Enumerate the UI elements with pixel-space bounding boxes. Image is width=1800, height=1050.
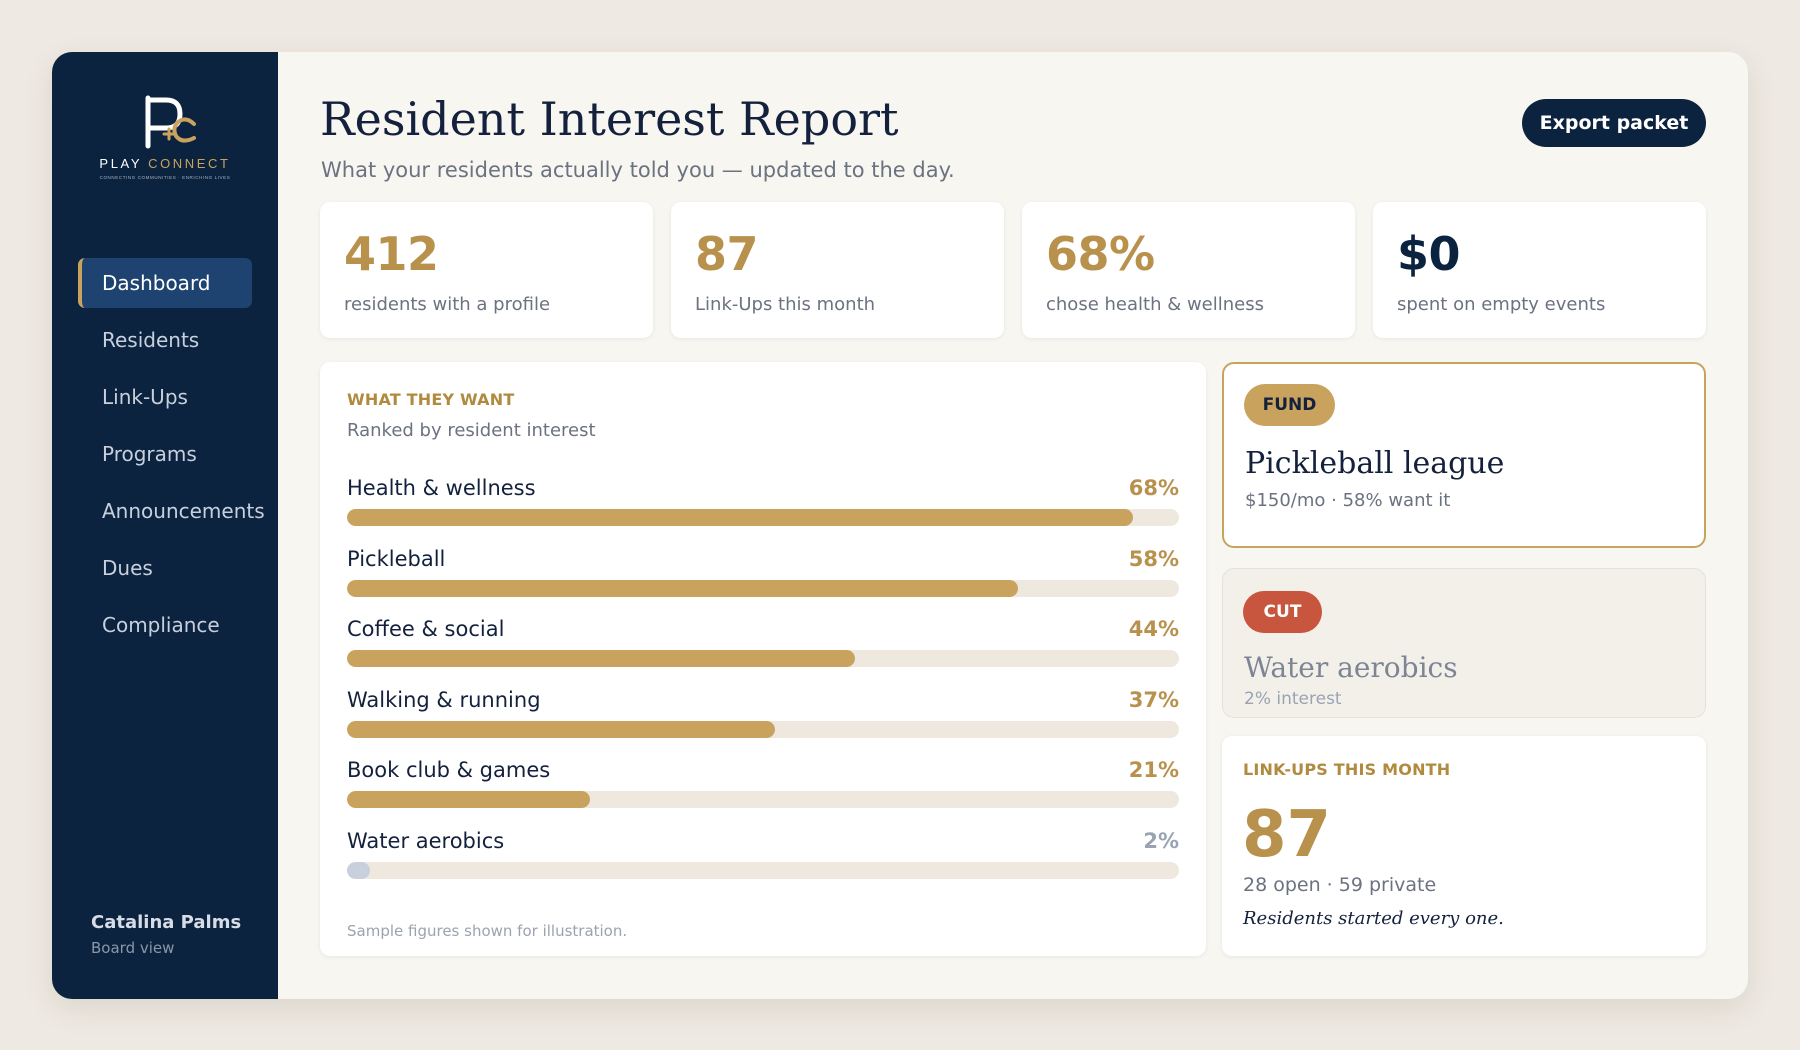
sidebar: PLAY CONNECT CONNECTING COMMUNITIES · EN… bbox=[52, 52, 278, 999]
sidebar-item-compliance[interactable]: Compliance bbox=[102, 613, 220, 637]
interest-bar-track bbox=[347, 580, 1179, 597]
interest-row: Walking & running 37% bbox=[347, 688, 1179, 743]
app-window: PLAY CONNECT CONNECTING COMMUNITIES · EN… bbox=[52, 52, 1748, 999]
kpi-card-link-ups: 87 Link-Ups this month bbox=[671, 202, 1004, 338]
cut-badge: CUT bbox=[1243, 591, 1322, 633]
interest-percent: 68% bbox=[1128, 476, 1179, 500]
interest-bar-fill bbox=[347, 862, 371, 879]
interest-label: Water aerobics bbox=[347, 829, 505, 853]
sidebar-item-announcements[interactable]: Announcements bbox=[102, 499, 265, 523]
interest-bar-fill bbox=[347, 721, 775, 738]
interest-row: Book club & games 21% bbox=[347, 758, 1179, 813]
kpi-label: Link-Ups this month bbox=[695, 294, 876, 315]
interest-label: Book club & games bbox=[347, 758, 551, 782]
link-ups-note: Residents started every one. bbox=[1243, 908, 1504, 929]
sample-footnote: Sample figures shown for illustration. bbox=[347, 922, 628, 940]
link-ups-split: 28 open · 59 private bbox=[1243, 874, 1437, 896]
interest-row: Water aerobics 2% bbox=[347, 829, 1179, 884]
interest-label: Pickleball bbox=[347, 547, 446, 571]
interest-percent: 37% bbox=[1128, 688, 1179, 712]
interest-row: Pickleball 58% bbox=[347, 547, 1179, 602]
page-subtitle: What your residents actually told you — … bbox=[321, 158, 955, 182]
page-title: Resident Interest Report bbox=[320, 92, 899, 146]
interest-bar-track bbox=[347, 862, 1179, 879]
interest-bar-track bbox=[347, 509, 1179, 526]
play-connect-logo[interactable]: PLAY CONNECT CONNECTING COMMUNITIES · EN… bbox=[90, 94, 240, 189]
interest-bar-fill bbox=[347, 509, 1134, 526]
interest-bar-fill bbox=[347, 650, 856, 667]
fund-badge: FUND bbox=[1244, 384, 1335, 426]
interest-percent: 21% bbox=[1128, 758, 1179, 782]
community-name: Catalina Palms bbox=[91, 912, 242, 933]
interest-bar-fill bbox=[347, 580, 1018, 597]
interest-percent: 58% bbox=[1128, 547, 1179, 571]
card-eyebrow: LINK-UPS THIS MONTH bbox=[1243, 760, 1451, 779]
interest-bar-track bbox=[347, 650, 1179, 667]
sidebar-item-link-ups[interactable]: Link-Ups bbox=[102, 385, 188, 409]
kpi-value: 68% bbox=[1046, 227, 1155, 281]
sidebar-item-residents[interactable]: Residents bbox=[102, 328, 200, 352]
sidebar-item-dashboard[interactable]: Dashboard bbox=[78, 258, 252, 308]
logo-mark-icon bbox=[145, 95, 196, 149]
fund-title: Pickleball league bbox=[1245, 446, 1505, 481]
interest-percent: 44% bbox=[1128, 617, 1179, 641]
sidebar-item-programs[interactable]: Programs bbox=[102, 442, 197, 466]
interest-bar-track bbox=[347, 721, 1179, 738]
interest-percent: 2% bbox=[1143, 829, 1179, 853]
community-info: Catalina Palms Board view bbox=[91, 912, 241, 957]
kpi-card-residents: 412 residents with a profile bbox=[320, 202, 653, 338]
kpi-value: 87 bbox=[695, 227, 759, 281]
cut-recommendation-card[interactable]: CUT Water aerobics 2% interest bbox=[1222, 568, 1706, 718]
export-packet-button[interactable]: Export packet bbox=[1522, 99, 1706, 147]
interest-label: Health & wellness bbox=[347, 476, 536, 500]
cut-title: Water aerobics bbox=[1244, 651, 1458, 684]
kpi-value: $0 bbox=[1397, 227, 1461, 281]
sidebar-nav: Dashboard Residents Link-Ups Programs An… bbox=[78, 258, 278, 657]
card-subtitle: Ranked by resident interest bbox=[347, 420, 596, 441]
link-ups-summary-card: LINK-UPS THIS MONTH 87 28 open · 59 priv… bbox=[1222, 736, 1706, 956]
kpi-label: chose health & wellness bbox=[1046, 294, 1264, 315]
interest-row: Health & wellness 68% bbox=[347, 476, 1179, 531]
logo-tagline: CONNECTING COMMUNITIES · ENRICHING LIVES bbox=[99, 175, 231, 180]
card-eyebrow: WHAT THEY WANT bbox=[347, 390, 515, 409]
interest-ranking-card: WHAT THEY WANT Ranked by resident intere… bbox=[320, 362, 1206, 956]
kpi-card-spend: $0 spent on empty events bbox=[1373, 202, 1706, 338]
kpi-value: 412 bbox=[344, 227, 439, 281]
fund-meta: $150/mo · 58% want it bbox=[1245, 490, 1451, 511]
kpi-label: spent on empty events bbox=[1397, 294, 1606, 315]
interest-bar-track bbox=[347, 791, 1179, 808]
community-view: Board view bbox=[91, 939, 175, 957]
kpi-label: residents with a profile bbox=[344, 294, 551, 315]
logo-wordmark: PLAY CONNECT bbox=[99, 156, 231, 171]
link-ups-count: 87 bbox=[1242, 798, 1332, 872]
cut-meta: 2% interest bbox=[1244, 689, 1342, 709]
interest-label: Coffee & social bbox=[347, 617, 505, 641]
interest-row: Coffee & social 44% bbox=[347, 617, 1179, 672]
kpi-card-health-wellness: 68% chose health & wellness bbox=[1022, 202, 1355, 338]
fund-recommendation-card[interactable]: FUND Pickleball league $150/mo · 58% wan… bbox=[1222, 362, 1706, 548]
sidebar-item-dues[interactable]: Dues bbox=[102, 556, 153, 580]
interest-label: Walking & running bbox=[347, 688, 541, 712]
interest-bar-fill bbox=[347, 791, 590, 808]
